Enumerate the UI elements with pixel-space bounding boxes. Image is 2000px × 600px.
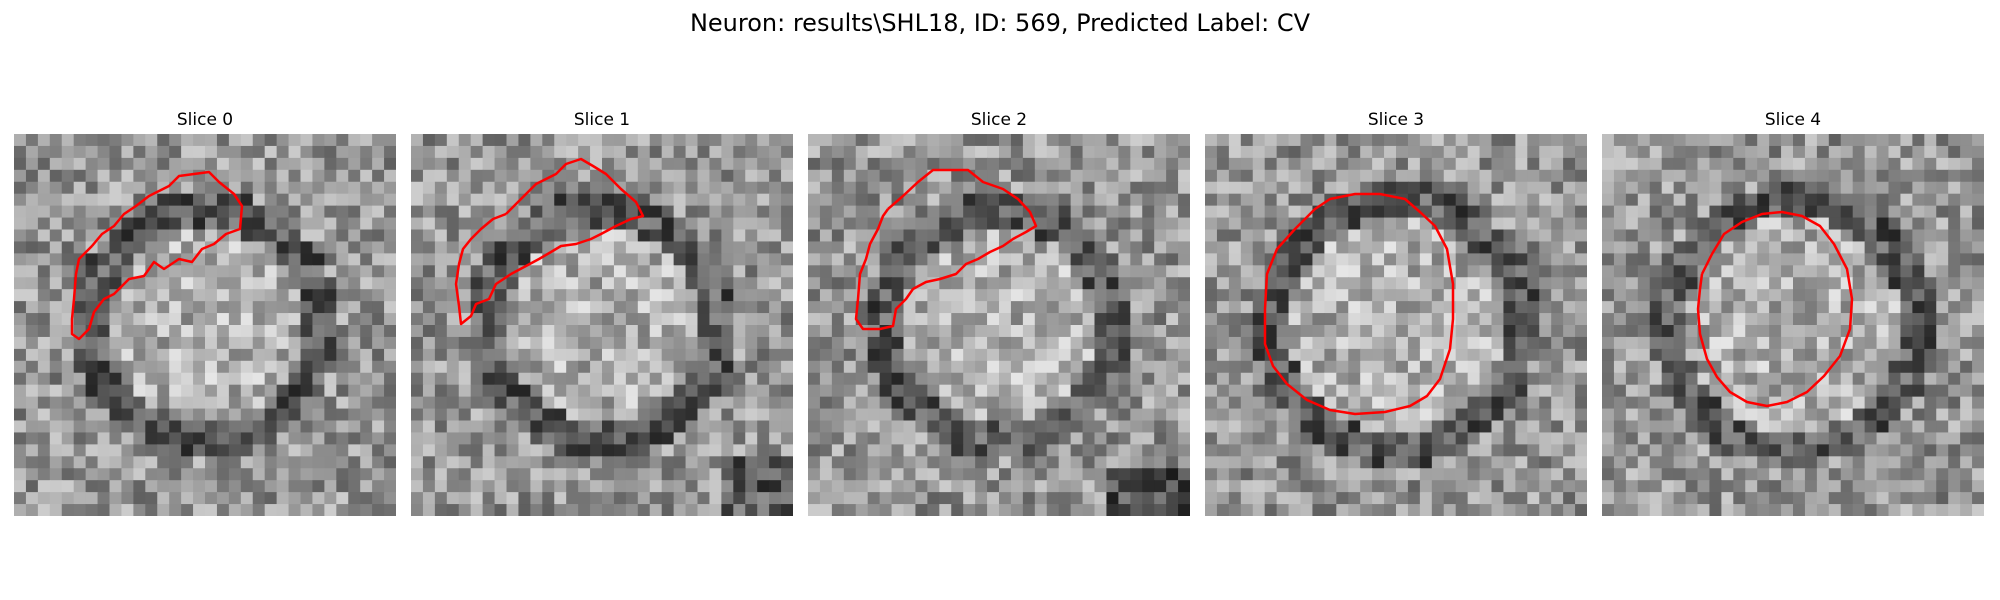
figure-title: Neuron: results\SHL18, ID: 569, Predicte… [689, 9, 1311, 37]
slice-panel: Slice 4 [1602, 110, 1984, 516]
slice-title: Slice 0 [176, 110, 234, 130]
segmentation-contour [1696, 210, 1854, 408]
microscopy-texture [14, 134, 396, 516]
microscopy-texture [1205, 134, 1587, 516]
slice-title: Slice 2 [970, 110, 1028, 130]
microscopy-texture [808, 134, 1190, 516]
slice-image [808, 134, 1190, 516]
microscopy-texture [1602, 134, 1984, 516]
slice-panel: Slice 0 [14, 110, 396, 516]
segmentation-contour [454, 157, 645, 326]
slice-panel: Slice 2 [808, 110, 1190, 516]
slice-panel: Slice 1 [411, 110, 793, 516]
segmentation-contour [854, 168, 1038, 331]
slice-title: Slice 3 [1367, 110, 1425, 130]
slice-title: Slice 4 [1764, 110, 1822, 130]
segmentation-contour [1263, 192, 1455, 416]
segmentation-contour [70, 170, 244, 341]
slice-title: Slice 1 [573, 110, 631, 130]
microscopy-texture [411, 134, 793, 516]
slice-image [1205, 134, 1587, 516]
slice-image [1602, 134, 1984, 516]
slice-panel: Slice 3 [1205, 110, 1587, 516]
slice-image [411, 134, 793, 516]
slice-image [14, 134, 396, 516]
